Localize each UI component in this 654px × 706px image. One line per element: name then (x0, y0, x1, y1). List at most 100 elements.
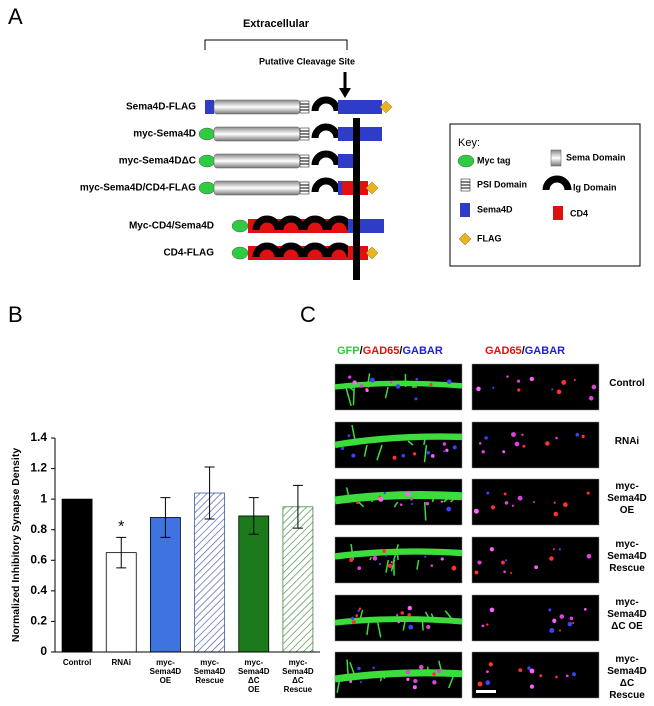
spine (426, 666, 431, 676)
puncta (429, 382, 433, 386)
puncta (539, 674, 543, 678)
spine (444, 610, 452, 619)
puncta (534, 565, 538, 570)
header-part: GABAR (525, 345, 565, 357)
puncta (357, 566, 362, 570)
puncta (558, 629, 561, 632)
puncta (489, 547, 495, 552)
puncta (349, 680, 353, 683)
puncta (572, 622, 575, 625)
header-part: / (360, 345, 363, 357)
puncta (489, 607, 495, 613)
puncta (545, 441, 550, 446)
error-bar (116, 536, 127, 569)
construct-label: CD4-FLAG (163, 248, 214, 259)
puncta (552, 618, 557, 623)
puncta (440, 557, 444, 561)
puncta (581, 434, 585, 439)
puncta (586, 553, 592, 559)
puncta (405, 669, 411, 675)
puncta (418, 664, 424, 670)
row-label: RNAi (614, 436, 640, 447)
key-box (449, 123, 641, 267)
dendrite (334, 616, 463, 626)
header-part: / (522, 345, 525, 357)
puncta (395, 614, 399, 617)
spine (443, 496, 450, 503)
construct-label: Myc-CD4/Sema4D (129, 221, 214, 232)
spine (402, 617, 407, 631)
spine (424, 611, 430, 619)
key-item: CD4 (570, 208, 588, 218)
puncta (474, 570, 479, 575)
arrow-head (339, 88, 351, 98)
puncta (351, 453, 356, 458)
puncta (506, 375, 509, 378)
puncta (529, 684, 535, 689)
puncta (442, 450, 446, 453)
spine (430, 613, 434, 619)
spine (363, 444, 368, 457)
puncta (452, 445, 457, 450)
spine (346, 659, 349, 676)
puncta (358, 607, 362, 610)
puncta (527, 666, 531, 670)
puncta (573, 378, 576, 382)
bar (194, 492, 225, 653)
puncta (395, 384, 401, 389)
puncta (516, 379, 521, 383)
dendrite (334, 491, 463, 505)
micrograph (334, 421, 463, 469)
spine (396, 548, 399, 561)
puncta (551, 388, 554, 391)
spine (423, 444, 428, 463)
puncta (478, 442, 482, 445)
header-part: / (399, 345, 402, 357)
puncta (356, 501, 360, 505)
puncta (392, 455, 397, 460)
puncta (442, 442, 447, 446)
puncta (505, 559, 508, 562)
column-header: GAD65/GABAR (485, 345, 565, 357)
puncta (484, 436, 488, 440)
row-label: myc- Sema4D ΔC Rescue (607, 654, 647, 701)
puncta (511, 504, 514, 507)
puncta (406, 677, 410, 682)
puncta (436, 668, 441, 674)
puncta (553, 511, 559, 517)
spine (340, 442, 345, 446)
puncta (400, 611, 404, 615)
puncta (481, 450, 485, 454)
puncta (426, 624, 431, 630)
bar-chart: 0 0.2 0.4 0.6 0.8 1 1.2 1.4 * (30, 430, 320, 658)
puncta (348, 375, 352, 379)
puncta (425, 501, 430, 506)
column-header: GFP/GAD65/GABAR (337, 345, 443, 357)
puncta (387, 563, 393, 568)
puncta (340, 446, 345, 451)
spine (376, 617, 382, 638)
key: Key: Myc tag Sema Domain PSI Domain Ig D… (449, 123, 641, 267)
puncta (476, 386, 481, 392)
puncta (555, 675, 558, 679)
y-tick-label: 0.2 (30, 614, 47, 628)
puncta (445, 448, 449, 452)
puncta (359, 681, 363, 684)
y-tick-label: 0.4 (30, 583, 47, 597)
puncta (548, 608, 552, 612)
header-part: GABAR (402, 345, 442, 357)
construct-labels: Sema4D-FLAG myc-Sema4D myc-Sema4DΔC myc-… (80, 102, 214, 259)
spine (349, 661, 356, 676)
spine (352, 386, 355, 406)
puncta (501, 560, 505, 565)
puncta (569, 616, 574, 621)
puncta (440, 500, 443, 503)
puncta (413, 678, 418, 684)
y-tick-label: 1.2 (30, 461, 47, 475)
puncta (477, 560, 482, 565)
micrograph (471, 363, 600, 411)
puncta (575, 432, 580, 437)
puncta (451, 565, 457, 571)
puncta (412, 685, 417, 690)
puncta (415, 377, 419, 381)
